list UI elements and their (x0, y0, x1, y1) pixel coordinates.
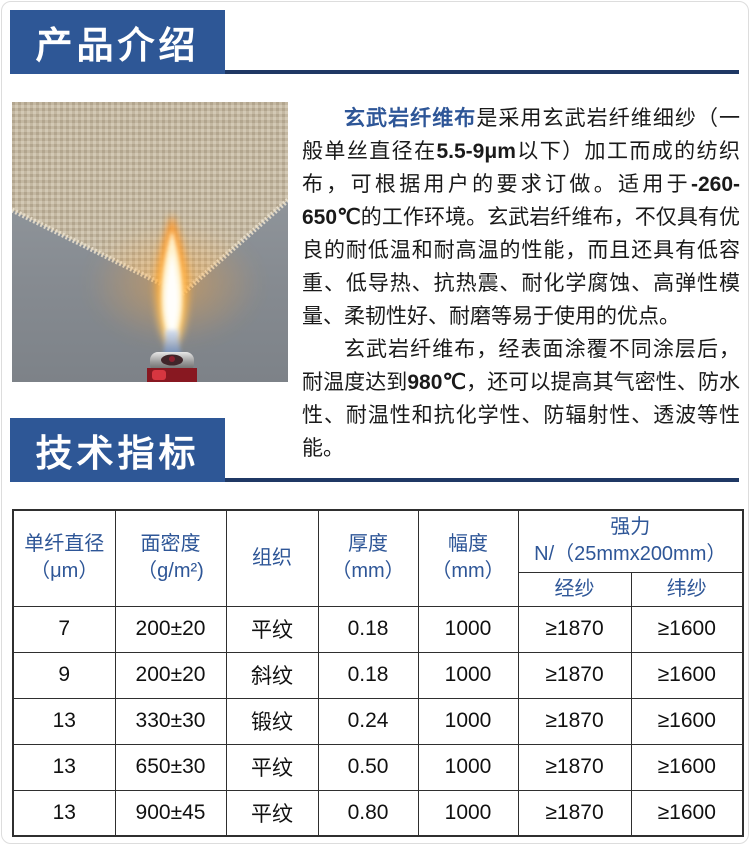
table-cell: 0.18 (317, 651, 419, 699)
table-cell: 0.80 (317, 789, 419, 837)
table-cell: 1000 (417, 789, 519, 837)
table-cell: 1000 (417, 697, 519, 745)
flame-core (165, 252, 179, 339)
table-cell: 13 (12, 789, 116, 837)
column-header-2: 面密度 （g/m²) (114, 509, 227, 607)
table-cell: ≥1870 (517, 743, 632, 791)
intro-text-segment: -260-650℃ (302, 173, 740, 229)
table-cell: ≥1600 (630, 697, 744, 745)
table-cell: ≥1600 (630, 743, 744, 791)
spec-table-section: 单纤直径 （μm） 面密度 （g/m²) 组织 厚度 （mm） 幅度 （mm） 强力 N/… (2, 482, 748, 837)
intro-section: 玄武岩纤维布是采用玄武岩纤维细纱（一般单丝直径在5.5-9μm以下）加工而成的纺… (2, 74, 748, 460)
table-cell: ≥1600 (630, 789, 744, 837)
header-row-sub: 经纱 纬纱 (13, 571, 744, 607)
section-underline (225, 478, 739, 482)
table-cell: 平纹 (225, 789, 319, 837)
intro-text: 玄武岩纤维布是采用玄武岩纤维细纱（一般单丝直径在5.5-9μm以下）加工而成的纺… (302, 102, 740, 460)
table-row: 13 900±45 平纹 0.80 1000 ≥1870 ≥1600 (12, 789, 744, 837)
table-cell: 200±20 (114, 651, 227, 699)
table-cell: 0.18 (317, 605, 419, 653)
column-subheader-2: 纬纱 (630, 571, 744, 607)
table-cell: ≥1870 (517, 789, 632, 837)
table-row: 9 200±20 斜纹 0.18 1000 ≥1870 ≥1600 (12, 651, 744, 699)
table-cell: 0.24 (317, 697, 419, 745)
column-header-strength-group: 强力 N/（25mmx200mm） (517, 509, 744, 573)
intro-text-segment: 玄武岩纤维布 (344, 107, 477, 130)
table-cell: 斜纹 (225, 651, 319, 699)
table-cell: 锻纹 (225, 697, 319, 745)
section-header-product-intro: 产品介绍 (10, 10, 740, 74)
intro-text-segment: 5.5-9μm (436, 140, 516, 163)
table-cell: 13 (12, 697, 116, 745)
table-row: 13 650±30 平纹 0.50 1000 ≥1870 ≥1600 (12, 743, 744, 791)
table-cell: 900±45 (114, 789, 227, 837)
intro-text-segment: 以下）加工而成的纺织布，可根据用户的要求订做。适用于 (302, 140, 741, 196)
spec-table-head: 单纤直径 （μm） 面密度 （g/m²) 组织 厚度 （mm） 幅度 （mm） 强力 N/… (12, 509, 744, 607)
table-cell: 200±20 (114, 605, 227, 653)
table-cell: 平纹 (225, 743, 319, 791)
table-cell: 330±30 (114, 697, 227, 745)
table-cell: 1000 (417, 743, 519, 791)
column-header-1: 单纤直径 （μm） (12, 509, 116, 607)
table-cell: 13 (12, 743, 116, 791)
intro-text-segment: ，还可以提高其气密性、防水性、耐温性和抗化学性、防辐射性、透波等性能。 (302, 371, 741, 460)
table-cell: 1000 (417, 651, 519, 699)
spec-table-body: 7 200±20 平纹 0.18 1000 ≥1870 ≥1600 9 200±20 斜纹 0.18… (12, 605, 744, 837)
table-row: 7 200±20 平纹 0.18 1000 ≥1870 ≥1600 (12, 605, 744, 653)
intro-text-segment: 玄武岩纤维布，经表面涂覆不同涂层后，耐温度达到 (302, 338, 740, 394)
flame-test-photo (10, 102, 290, 382)
intro-text-segment: 980℃ (407, 371, 467, 394)
table-cell: ≥1870 (517, 697, 632, 745)
column-header-4: 厚度 （mm） (317, 509, 419, 607)
intro-paragraph: 玄武岩纤维布，经表面涂覆不同涂层后，耐温度达到980℃，还可以提高其气密性、防水… (302, 333, 740, 465)
table-row: 13 330±30 锻纹 0.24 1000 ≥1870 ≥1600 (12, 697, 744, 745)
table-cell: 平纹 (225, 605, 319, 653)
column-subheader-1: 经纱 (517, 571, 632, 607)
table-cell: ≥1870 (517, 651, 632, 699)
intro-text-segment: 的工作环境。玄武岩纤维布，不仅具有优良的耐低温和耐高温的性能，而且还具有低容重、… (302, 206, 741, 328)
section-title-badge: 技术指标 (10, 418, 225, 482)
intro-paragraph: 玄武岩纤维布是采用玄武岩纤维细纱（一般单丝直径在5.5-9μm以下）加工而成的纺… (302, 102, 740, 333)
table-cell: 1000 (417, 605, 519, 653)
table-cell: 0.50 (317, 743, 419, 791)
section-title-badge: 产品介绍 (10, 10, 225, 74)
section-header-tech-specs: 技术指标 (10, 418, 740, 482)
spec-table: 单纤直径 （μm） 面密度 （g/m²) 组织 厚度 （mm） 幅度 （mm） 强力 N/… (12, 509, 745, 837)
table-cell: 650±30 (114, 743, 227, 791)
table-cell: ≥1600 (630, 651, 744, 699)
column-header-3: 组织 (225, 509, 319, 607)
header-row-main: 单纤直径 （μm） 面密度 （g/m²) 组织 厚度 （mm） 幅度 （mm） 强力 N/… (12, 509, 744, 607)
table-cell: ≥1600 (630, 605, 744, 653)
table-cell: ≥1870 (517, 605, 632, 653)
intro-text-segment: 是采用玄武岩纤维细纱（一般单丝直径在 (302, 107, 741, 163)
section-underline (225, 70, 739, 74)
table-cell: 9 (12, 651, 116, 699)
table-cell: 7 (12, 605, 116, 653)
column-header-5: 幅度 （mm） (417, 509, 519, 607)
